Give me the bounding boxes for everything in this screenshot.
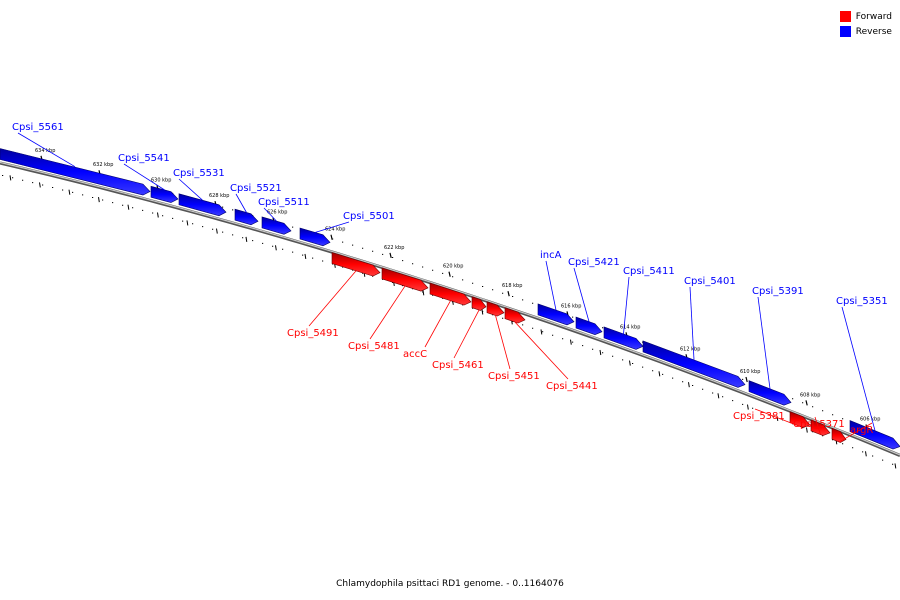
scale-tick-label: 622 kbp [384,245,404,251]
gene-label-cpsi-5481[interactable]: Cpsi_5481 [348,341,400,352]
gene-label-cpsi-5501[interactable]: Cpsi_5501 [343,211,395,222]
gene-label-cpsi-5521[interactable]: Cpsi_5521 [230,183,282,194]
forward-swatch [839,11,851,22]
scale-tick-label: 608 kbp [800,392,820,398]
gene-arrow-cpsi-5371[interactable] [810,419,831,436]
scale-tick-label: 612 kbp [680,346,700,352]
gene-connector [453,309,480,359]
gene-arrow-cpsi-5481[interactable] [381,267,429,292]
gene-connector [263,207,277,222]
legend: Forward Reverse [839,9,892,39]
gene-label-cpsi-5491[interactable]: Cpsi_5491 [287,328,339,339]
gene-arrow-cpsi-5401[interactable] [642,340,746,388]
gene-connector [235,193,247,213]
gene-arrow-cpsi-5381[interactable] [789,411,811,429]
gene-arrow-accc[interactable] [429,282,472,306]
gene-arrow-cpsi-5461[interactable] [471,296,487,311]
scale-tick-label: 606 kbp [860,417,880,423]
gene-connector [424,300,451,348]
gene-connector [814,416,821,435]
scale-tick-label: 620 kbp [443,264,463,270]
gene-arrow-argr[interactable] [831,427,847,443]
gene-label-cpsi-5561[interactable]: Cpsi_5561 [12,122,64,133]
gene-arrow-cpsi-5501[interactable] [299,227,331,247]
gene-arrow-cpsi-5491[interactable] [331,252,381,277]
gene-label-cpsi-5371[interactable]: Cpsi_5371 [793,419,845,430]
gene-arrow-cpsi-5511[interactable] [261,216,292,235]
legend-reverse-label: Reverse [855,26,892,37]
genome-backbone [0,161,900,457]
gene-label-accc[interactable]: accC [403,349,427,360]
gene-label-cpsi-5391[interactable]: Cpsi_5391 [752,286,804,297]
gene-connector [623,276,630,334]
gene-connector [514,321,569,380]
gene-connector [838,422,873,443]
gene-label-cpsi-5511[interactable]: Cpsi_5511 [258,197,310,208]
legend-reverse: Reverse [839,24,892,39]
gene-arrow-cpsi-5411[interactable] [603,326,644,350]
gene-features [0,148,900,450]
genome-caption: Chlamydophila psittaci RD1 genome. - 0..… [336,579,564,589]
gene-label-cpsi-5451[interactable]: Cpsi_5451 [488,371,540,382]
legend-forward-label: Forward [855,11,892,22]
scale-tick-label: 634 kbp [35,148,55,154]
gene-label-argr[interactable]: argR [850,425,873,436]
gene-label-cpsi-5351[interactable]: Cpsi_5351 [836,296,888,307]
gene-label-cpsi-5421[interactable]: Cpsi_5421 [568,257,620,268]
reverse-swatch [839,26,851,37]
scale-tick-label: 628 kbp [209,193,229,199]
gene-arrow-cpsi-5541[interactable] [150,185,179,203]
scale-tick-label: 624 kbp [325,227,345,233]
gene-label-cpsi-5381[interactable]: Cpsi_5381 [733,411,785,422]
gene-connector [545,260,557,311]
gene-connector [17,132,76,168]
gene-connector [308,270,357,327]
gene-label-inca[interactable]: incA [540,250,562,261]
gene-label-cpsi-5441[interactable]: Cpsi_5441 [546,381,598,392]
gene-connector [757,296,771,389]
scale-tick-label: 610 kbp [740,369,760,375]
gene-connector [495,315,511,370]
gene-arrow-inca[interactable] [537,303,575,326]
scale-tick-label: 616 kbp [561,303,581,309]
scale-tick-label: 618 kbp [502,283,522,289]
scale-tick-label: 614 kbp [620,324,640,330]
gene-arrow-cpsi-5521[interactable] [234,208,259,226]
gene-connector [573,267,590,322]
gene-label-cpsi-5531[interactable]: Cpsi_5531 [173,168,225,179]
gene-arrow-cpsi-5561[interactable] [0,148,151,196]
gene-arrow-cpsi-5451[interactable] [486,301,505,317]
gene-label-cpsi-5401[interactable]: Cpsi_5401 [684,276,736,287]
gene-arrow-cpsi-5391[interactable] [748,380,792,406]
gene-connector [754,408,801,427]
gene-label-cpsi-5411[interactable]: Cpsi_5411 [623,266,675,277]
gene-connector [123,163,165,191]
gene-connector [178,178,203,201]
legend-forward: Forward [839,9,892,24]
gene-label-cpsi-5461[interactable]: Cpsi_5461 [432,360,484,371]
gene-connector [369,285,406,340]
gene-connector [841,306,876,431]
gene-arrow-cpsi-5441[interactable] [504,307,526,324]
gene-arrow-cpsi-5351[interactable] [849,420,900,450]
gene-arrow-cpsi-5421[interactable] [575,316,603,336]
scale-tick-label: 626 kbp [267,210,287,216]
gene-label-cpsi-5541[interactable]: Cpsi_5541 [118,153,170,164]
scale-tick-label: 630 kbp [151,177,171,183]
scale-tick-label: 632 kbp [93,162,113,168]
gene-connector [689,286,695,360]
gene-connector [314,221,350,233]
gene-arrow-cpsi-5531[interactable] [178,193,227,217]
